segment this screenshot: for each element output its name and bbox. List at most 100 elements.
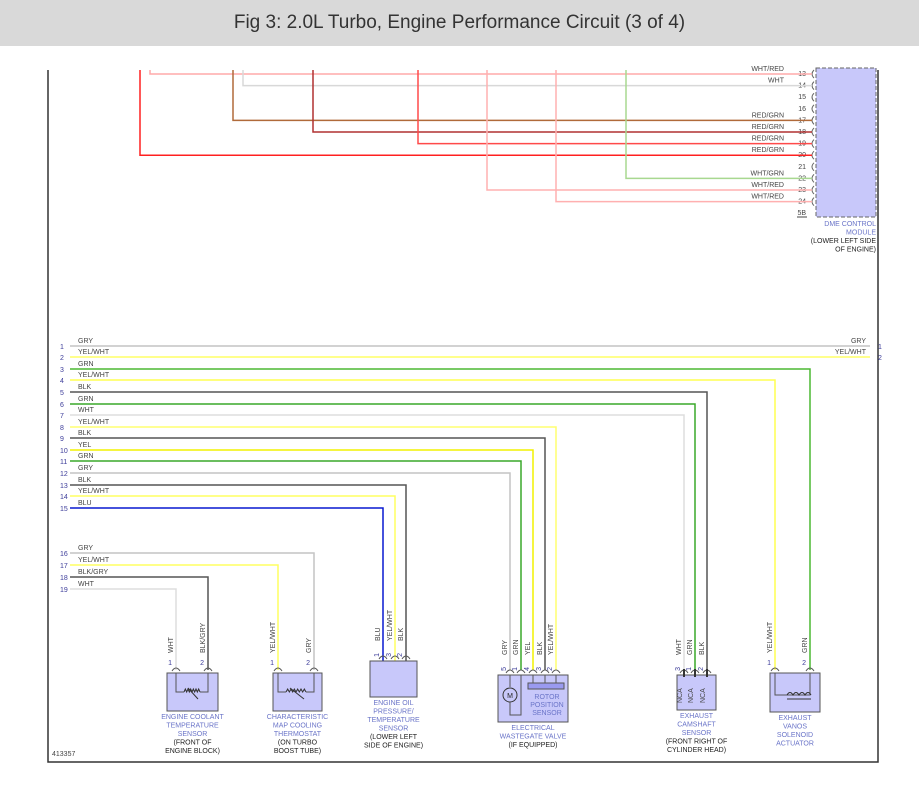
dme-pin-terminal [811,150,815,160]
pin-wire-label: YEL/WHT [767,621,774,653]
pin-terminal [203,667,213,672]
bundle-wire [70,403,696,670]
bundle-pin-number: 2 [60,355,64,362]
pin-tag: NCA [688,688,695,703]
thermistor-lead [277,673,286,693]
wire-color-label: GRY [78,465,93,472]
thermistor-lead [200,673,209,693]
bundle-wire [70,588,177,670]
figure-title: Fig 3: 2.0L Turbo, Engine Performance Ci… [233,12,686,33]
component-name: WASTEGATE VALVE [500,734,567,741]
wire-color-label: YEL [78,442,91,449]
pin-wire-label: BLK [537,641,544,655]
pin-wire-label: GRY [306,638,313,653]
thermistor-lead [175,673,184,693]
pin-terminal [540,669,550,674]
pin-tag: NCA [677,688,684,703]
dme-label: OF ENGINE) [835,247,876,254]
bundle-wire [70,449,534,670]
component-location: (FRONT OF [174,740,212,747]
pin-wire-label: BLU [375,627,382,641]
component-name: ENGINE OIL [373,700,413,707]
component-name: CHARACTERISTIC [267,714,328,721]
wire-color-label: GRN [78,453,94,460]
bundle-pin-number: 14 [60,494,68,501]
pin-terminal [805,667,815,672]
bundle-wire [70,552,315,670]
bundle-pin-number: 13 [60,483,68,490]
wire-color-label: WHT/RED [751,194,784,201]
wire-color-label: WHT [768,78,785,85]
component-location: BOOST TUBE) [274,748,321,755]
component-name: SENSOR [379,726,409,733]
bundle-pin-number: 5 [60,390,64,397]
pin-number: 5 [501,667,508,671]
dme-pin-terminal [811,174,815,183]
bundle-wire [70,391,708,670]
bundle-pin-number: 7 [60,413,64,420]
figure-id: 413357 [52,751,75,758]
pin-terminal [401,655,411,660]
thermistor-arrow [289,687,305,700]
bundle-pin-number: 17 [60,563,68,570]
wire-color-label: RED/GRN [752,147,784,154]
component-name: CAMSHAFT [677,722,716,729]
component-name: VANOS [783,724,807,731]
pin-number: 3 [386,653,393,657]
pin-wire-label: YEL [525,642,532,655]
wire-color-label: YEL/WHT [78,349,110,356]
pin-number: 4 [524,667,531,671]
pin-number: 1 [686,667,693,671]
pin-number: 1 [512,667,519,671]
pin-number: 3 [675,667,682,671]
wire-color-label: BLK [78,430,92,437]
pin-terminal [516,669,526,674]
bundle-pin-number: 9 [60,436,64,443]
pin-number: 2 [397,653,404,657]
dme-pin-terminal [811,81,815,90]
top-wire [486,70,812,191]
dme-control-module [815,67,877,218]
wire-color-label: WHT [78,407,95,414]
bundle-wire [70,507,384,670]
wire-color-label: GRY [78,545,93,552]
dme-pin-number: 16 [798,106,806,113]
pin-wire-label: BLK [699,641,706,655]
wire-color-label: YEL/WHT [78,372,110,379]
dme-pin-terminal [811,69,815,79]
pin-wire-label: GRN [802,637,809,653]
pin-terminal [378,655,388,660]
rotor-sensor-label: POSITION [530,702,563,709]
dme-pin-terminal [811,92,815,102]
component-name: MAP COOLING [273,723,322,730]
dme-connector-id: 5B [797,210,806,217]
right-pin-number: 2 [878,355,882,362]
pin-tag: NCA [700,688,707,703]
bundle-pin-number: 18 [60,575,68,582]
bundle-pin-number: 3 [60,367,64,374]
bundle-wire [70,414,685,670]
pin-wire-label: GRN [687,639,694,655]
dme-label: DME CONTROL [824,221,876,228]
pin-wire-label: GRN [513,639,520,655]
top-wire [417,70,812,145]
wire-color-label: YEL/WHT [78,488,110,495]
pin-wire-label: GRY [502,640,509,655]
pin-number: 2 [802,660,806,667]
wire-color-label: YEL/WHT [78,557,110,564]
pin-wire-label: YEL/WHT [548,623,555,655]
component-name: ACTUATOR [776,741,814,748]
bundle-pin-number: 4 [60,378,64,385]
component-name: PRESSURE/ [373,709,414,716]
component-location: (LOWER LEFT [370,734,418,741]
component-camshaft [676,674,717,711]
solenoid-coil-icon [786,692,812,696]
dme-label: MODULE [846,230,876,237]
top-wire [242,70,812,87]
wire-color-label: GRY [851,338,866,345]
pin-wire-label: BLK [398,627,405,641]
bundle-wire [70,484,407,670]
pin-number: 2 [200,660,204,667]
bundle-pin-number: 6 [60,402,64,409]
